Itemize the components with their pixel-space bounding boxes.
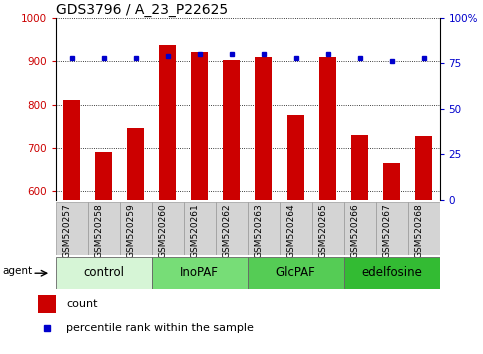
- Bar: [280, 202, 312, 255]
- Bar: [248, 202, 280, 255]
- Bar: [152, 257, 248, 289]
- Text: GSM520264: GSM520264: [286, 203, 296, 258]
- Bar: [312, 202, 343, 255]
- Bar: [56, 257, 152, 289]
- Text: GSM520263: GSM520263: [255, 203, 264, 258]
- Bar: [343, 257, 440, 289]
- Text: control: control: [83, 266, 124, 279]
- Bar: [56, 202, 87, 255]
- Bar: [415, 136, 432, 200]
- Bar: [408, 202, 440, 255]
- Bar: [184, 202, 215, 255]
- Text: GSM520257: GSM520257: [62, 203, 71, 258]
- Text: percentile rank within the sample: percentile rank within the sample: [67, 323, 254, 333]
- Text: GDS3796 / A_23_P22625: GDS3796 / A_23_P22625: [56, 3, 227, 17]
- Text: GSM520259: GSM520259: [127, 203, 136, 258]
- Text: GlcPAF: GlcPAF: [276, 266, 315, 279]
- Text: InoPAF: InoPAF: [180, 266, 219, 279]
- Bar: [248, 257, 343, 289]
- Bar: [383, 163, 400, 200]
- Bar: [223, 60, 241, 200]
- Bar: [287, 115, 304, 200]
- Bar: [343, 202, 376, 255]
- Text: count: count: [67, 299, 98, 309]
- Text: GSM520261: GSM520261: [190, 203, 199, 258]
- Text: GSM520267: GSM520267: [383, 203, 392, 258]
- Bar: [38, 295, 56, 313]
- Text: GSM520265: GSM520265: [318, 203, 327, 258]
- Bar: [351, 135, 369, 200]
- Text: GSM520266: GSM520266: [351, 203, 359, 258]
- Text: GSM520268: GSM520268: [414, 203, 424, 258]
- Text: agent: agent: [3, 266, 33, 276]
- Bar: [376, 202, 408, 255]
- Text: GSM520258: GSM520258: [95, 203, 103, 258]
- Bar: [191, 52, 208, 200]
- Bar: [215, 202, 248, 255]
- Bar: [159, 45, 176, 200]
- Bar: [127, 129, 144, 200]
- Bar: [255, 57, 272, 200]
- Text: GSM520260: GSM520260: [158, 203, 168, 258]
- Text: edelfosine: edelfosine: [361, 266, 422, 279]
- Bar: [87, 202, 120, 255]
- Bar: [152, 202, 184, 255]
- Bar: [319, 57, 336, 200]
- Bar: [120, 202, 152, 255]
- Bar: [63, 100, 80, 200]
- Text: GSM520262: GSM520262: [223, 203, 231, 258]
- Bar: [95, 152, 113, 200]
